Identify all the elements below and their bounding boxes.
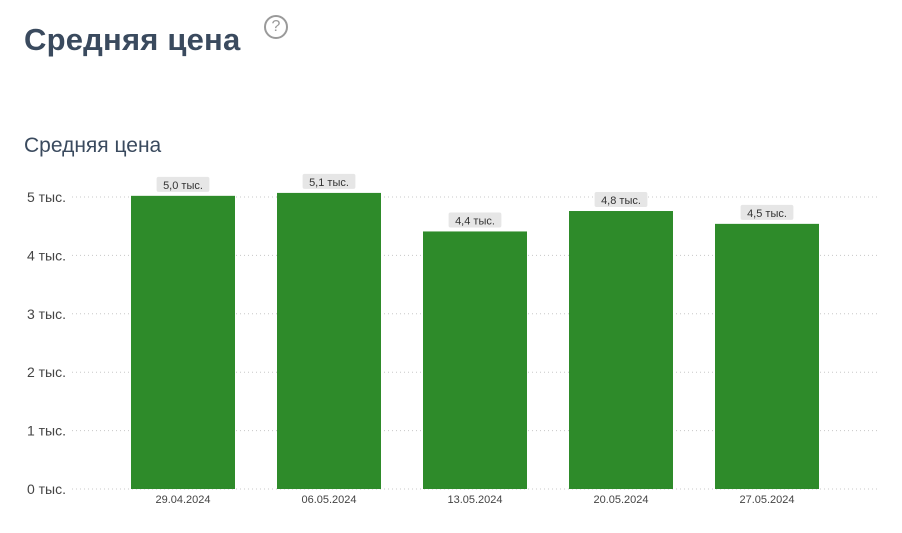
data-labels: 5,0 тыс. 5,1 тыс. 4,4 тыс. 4,8 тыс. 4,5 тыс.	[156, 173, 794, 228]
y-tick-label: 4 тыс.	[27, 247, 66, 263]
x-tick-label: 29.04.2024	[155, 494, 210, 506]
y-tick-label: 1 тыс.	[27, 423, 66, 439]
data-label-bg	[156, 176, 210, 192]
bar[interactable]	[423, 231, 527, 489]
y-tick-label: 5 тыс.	[27, 189, 66, 205]
data-label: 5,1 тыс.	[309, 177, 349, 189]
chart-title: Средняя цена	[24, 134, 162, 157]
data-label-bg	[594, 192, 648, 208]
x-tick-label: 06.05.2024	[301, 494, 356, 506]
page-title: Средняя цена	[24, 22, 241, 57]
x-tick-label: 13.05.2024	[447, 494, 502, 506]
data-label: 4,5 тыс.	[747, 208, 787, 220]
data-label: 4,4 тыс.	[455, 215, 495, 227]
data-label-bg	[740, 204, 794, 220]
y-tick-label: 2 тыс.	[27, 364, 66, 380]
x-tick-label: 20.05.2024	[593, 494, 648, 506]
x-axis-ticks: 29.04.2024 06.05.2024 13.05.2024 20.05.2024…	[155, 494, 794, 506]
data-label: 4,8 тыс.	[601, 195, 641, 207]
question-circle-icon[interactable]: ?	[264, 15, 288, 39]
bars	[131, 192, 819, 490]
x-tick-label: 27.05.2024	[739, 494, 794, 506]
bar[interactable]	[569, 211, 673, 490]
data-label-bg	[448, 212, 502, 228]
y-axis-ticks: 0 тыс. 1 тыс. 2 тыс. 3 тыс. 4 тыс. 5 тыс.	[27, 189, 66, 497]
data-label-bg	[302, 173, 356, 189]
bar[interactable]	[277, 192, 381, 490]
bar[interactable]	[715, 223, 819, 489]
y-tick-label: 3 тыс.	[27, 306, 66, 322]
y-tick-label: 0 тыс.	[27, 481, 66, 497]
data-label: 5,0 тыс.	[163, 180, 203, 192]
bar[interactable]	[131, 195, 235, 489]
